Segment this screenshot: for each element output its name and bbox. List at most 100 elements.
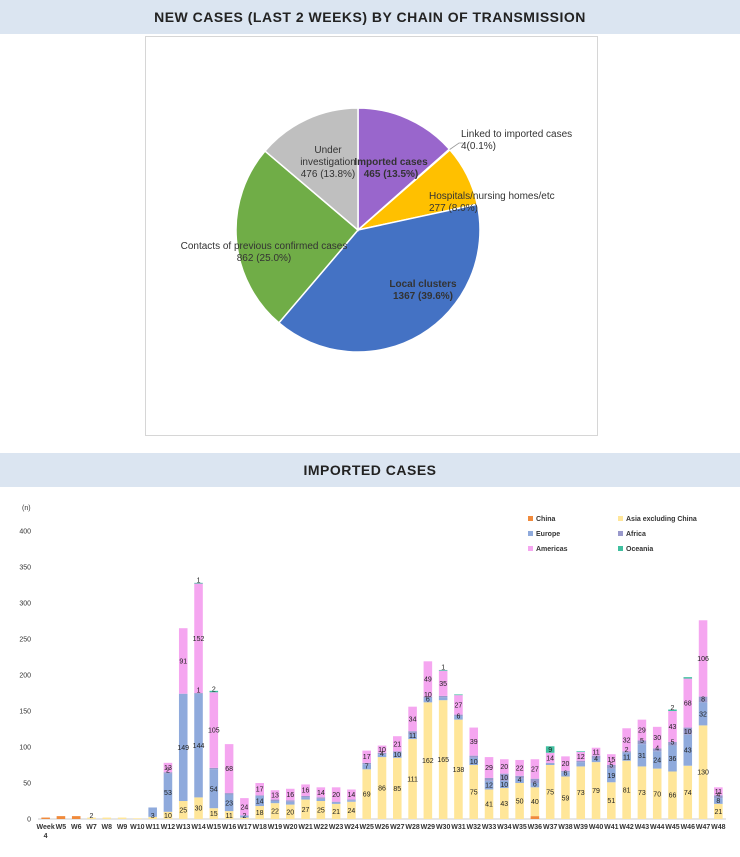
bar-segment-europe [561,772,570,777]
bar-value-label: 53 [164,790,172,797]
bar-value-label: 32 [699,711,707,718]
bar-segment-europe [240,815,249,818]
bar-segment-asia-excluding-china [87,817,96,819]
x-tick-label: W20 [283,824,298,831]
bar-segment-americas [408,706,417,732]
legend-label-europe: Europe [536,531,560,538]
bar-value-label: 12 [577,754,585,761]
pie-label-value: 1367 (39.6%) [393,291,453,302]
bar-segment-americas [301,784,310,796]
bar-segment-americas [591,747,601,756]
bar-chart-title: IMPORTED CASES [0,453,740,487]
bar-segment-europe [714,798,723,804]
bar-segment-europe [469,757,479,765]
bar-segment-americas [270,790,280,800]
x-tick-label: W25 [360,824,375,831]
x-tick-label: W40 [589,824,604,831]
pie-chart-panel: Imported cases 465 (13.5%) Linked to impor… [145,36,598,436]
pie-label-name: Local clusters [389,279,457,290]
bar-value-label: 24 [653,757,661,764]
bar-segment-americas [652,726,662,749]
pie-label-name: Hospitals/nursing homes/etc [429,191,555,202]
bar-segment-africa [652,748,662,752]
x-tick-label: W8 [102,824,113,831]
bar-value-label: 138 [453,767,465,774]
bar-value-label: 54 [210,786,218,793]
bar-segment-europe [423,698,433,703]
bar-segment-europe [347,800,356,802]
bar-value-label: 59 [562,795,570,802]
x-tick-label: W46 [681,824,696,831]
y-tick-label: 400 [19,529,31,536]
bar-value-label: 27 [455,702,463,709]
x-tick-label: W11 [146,824,160,831]
y-tick-label: 300 [19,601,31,608]
x-tick-label: W24 [344,824,359,831]
bar-segment-europe [500,780,509,789]
bar-value-label: 41 [485,802,493,809]
bar-segment-asia-excluding-china [637,766,647,819]
bar-segment-americas [224,744,234,794]
bar-segment-asia-excluding-china [194,797,203,819]
x-tick-label: W17 [237,824,252,831]
bar-segment-africa [224,793,234,795]
x-tick-label: 4 [44,833,48,840]
bar-segment-asia-excluding-china [224,811,234,819]
bar-value-label: 1 [197,688,201,695]
bar-segment-americas [622,728,631,752]
bar-segment-asia-excluding-china [133,818,142,819]
bar-segment-europe [652,751,662,769]
bar-segment-americas [178,628,188,694]
bar-segment-europe [622,752,631,761]
bar-segment-americas [194,583,203,693]
bar-value-label: 29 [638,728,646,735]
bar-value-label: 11 [592,750,599,757]
bar-value-label: 75 [546,790,554,797]
bar-value-label: 8 [701,696,705,703]
y-tick-label: 150 [19,709,31,716]
bar-segment-asia-excluding-china [591,762,601,819]
bar-segment-americas [484,757,494,778]
bar-value-label: 130 [697,770,709,777]
x-tick-label: W10 [130,824,145,831]
x-tick-label: W41 [604,824,619,831]
bar-value-label: 2 [90,813,94,820]
bar-segment-asia-excluding-china [683,765,693,819]
bar-value-label: 73 [638,790,646,797]
bar-segment-africa [423,696,433,699]
bar-segment-europe [377,754,387,758]
bar-value-label: 25 [317,808,325,815]
bar-value-label: 73 [577,790,585,797]
bar-segment-americas [347,789,356,800]
bar-segment-africa [607,765,616,769]
bar-segment-europe [591,758,601,763]
bar-value-label: 2 [212,686,216,693]
bar-segment-africa [209,767,219,770]
bar-segment-americas [607,754,616,765]
bar-value-label: 40 [531,799,539,806]
bar-value-label: 6 [533,781,537,788]
bar-segment-europe [224,794,234,812]
bar-segment-africa [316,797,326,799]
x-tick-label: W33 [482,824,497,831]
x-tick-label: W34 [497,824,512,831]
pie-label-name: Linked to imported cases [461,129,572,140]
bar-segment-china [530,816,540,819]
bar-value-label: 14 [256,799,264,806]
bar-segment-africa [561,770,570,773]
bar-value-label: 31 [638,753,646,760]
bar-segment-asia-excluding-china [117,817,127,819]
bar-value-label: 10 [424,692,432,699]
bar-segment-asia-excluding-china [622,760,631,819]
x-tick-label: W9 [117,824,128,831]
bar-value-label: 16 [302,788,310,795]
bar-segment-americas [561,756,570,771]
legend-label-china: China [536,516,556,523]
bar-value-label: 10 [470,759,478,766]
bar-segment-europe [362,764,371,770]
bar-segment-americas [637,719,647,741]
bar-value-label: 15 [210,811,218,818]
imported-cases-bar-chart: 2 3 10532132514991301441152115541052112368… [19,505,726,840]
bar-segment-africa [255,795,264,796]
bar-segment-asia-excluding-china [423,702,433,819]
